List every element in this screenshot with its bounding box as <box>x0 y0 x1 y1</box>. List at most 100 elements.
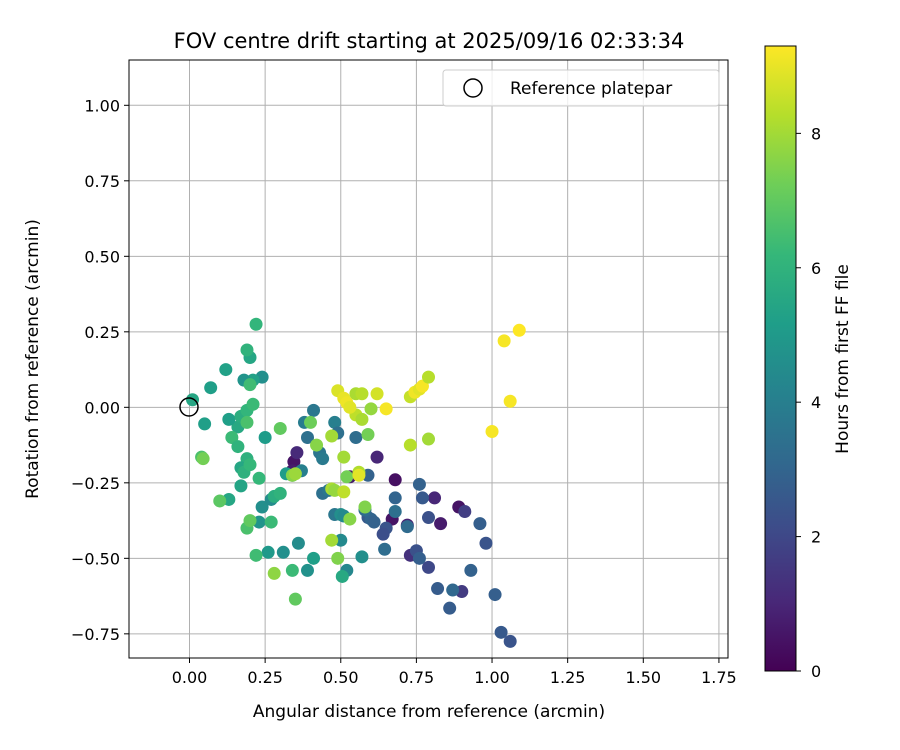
scatter-point <box>196 452 210 466</box>
scatter-point <box>479 536 493 550</box>
scatter-point <box>349 431 363 445</box>
scatter-point <box>488 588 502 602</box>
scatter-point <box>222 412 236 426</box>
x-tick-label: 0.50 <box>323 668 359 687</box>
scatter-point <box>310 438 324 452</box>
scatter-point <box>285 563 299 577</box>
x-tick-label: 1.25 <box>550 668 586 687</box>
plot-frame <box>128 59 729 659</box>
y-tick-label: 0.25 <box>84 323 120 342</box>
reference-platepar-marker <box>179 397 199 417</box>
scatter-point <box>388 491 402 505</box>
x-tick-label: 0.25 <box>247 668 283 687</box>
scatter-point <box>304 415 318 429</box>
scatter-point <box>264 515 278 529</box>
scatter-point <box>379 402 393 416</box>
colorbar-tick-label: 2 <box>811 528 821 547</box>
scatter-point <box>240 343 254 357</box>
scatter-point <box>370 387 384 401</box>
scatter-point <box>252 471 266 485</box>
y-tick-label: 0.50 <box>84 247 120 266</box>
scatter-point <box>307 551 321 565</box>
scatter-point <box>367 515 381 529</box>
scatter-point <box>361 428 375 442</box>
scatter-point <box>249 317 263 331</box>
scatter-point <box>464 563 478 577</box>
scatter-point <box>255 500 269 514</box>
colorbar-tick-label: 0 <box>811 662 821 681</box>
scatter-point <box>503 394 517 408</box>
scatter-point <box>434 517 448 531</box>
scatter-point <box>334 533 348 547</box>
y-tick-label: −0.75 <box>71 625 120 644</box>
scatter-point <box>400 520 414 534</box>
chart-title: FOV centre drift starting at 2025/09/16 … <box>174 29 685 53</box>
scatter-point <box>288 467 302 481</box>
scatter-point <box>422 432 435 446</box>
colorbar-tick-label: 6 <box>811 259 821 278</box>
scatter-point <box>307 403 321 417</box>
scatter-point <box>331 551 345 565</box>
x-axis-label: Angular distance from reference (arcmin) <box>253 702 605 722</box>
scatter-point <box>473 517 487 531</box>
scatter-point <box>243 458 257 472</box>
colorbar-tick-label: 4 <box>811 393 821 412</box>
colorbar-label: Hours from first FF file <box>833 264 853 454</box>
scatter-point <box>355 412 369 426</box>
scatter-point <box>355 387 369 401</box>
scatter-point <box>291 536 305 550</box>
scatter-point <box>337 485 351 499</box>
y-tick-label: 1.00 <box>84 96 120 115</box>
scatter-point <box>431 582 445 596</box>
x-tick-label: 1.50 <box>625 668 661 687</box>
x-tick-label: 1.00 <box>474 668 510 687</box>
scatter-points <box>186 317 526 648</box>
scatter-point <box>186 393 200 407</box>
scatter-point <box>204 381 218 395</box>
scatter-point <box>300 431 314 445</box>
scatter-point <box>288 592 302 606</box>
scatter-point <box>267 566 281 580</box>
scatter-point <box>428 491 442 505</box>
y-tick-label: −0.50 <box>71 549 120 568</box>
scatter-point <box>403 438 417 452</box>
colorbar-tick-label: 8 <box>811 124 821 143</box>
colorbar-frame <box>764 45 797 672</box>
scatter-point <box>258 431 272 445</box>
scatter-point <box>234 479 248 493</box>
scatter-point <box>219 363 233 377</box>
scatter-point <box>422 511 435 525</box>
scatter-point <box>412 477 426 491</box>
x-tick-label: 1.75 <box>701 668 737 687</box>
scatter-point <box>343 400 357 414</box>
x-tick-label: 0.75 <box>399 668 435 687</box>
scatter-point <box>231 440 245 454</box>
scatter-point <box>388 505 402 519</box>
scatter-point <box>243 514 257 528</box>
scatter-point <box>497 334 511 348</box>
scatter-point <box>213 494 227 508</box>
scatter-point <box>340 470 354 484</box>
y-axis-ticks: −0.75 −0.50 −0.25 0.00 0.25 0.50 0.75 1.00 <box>71 96 129 644</box>
scatter-point <box>273 486 287 500</box>
scatter-point <box>243 378 257 392</box>
scatter-point <box>246 397 260 411</box>
scatter-point <box>358 500 372 514</box>
grid <box>129 60 728 658</box>
scatter-point <box>343 512 357 526</box>
scatter-point <box>273 421 287 435</box>
scatter-point <box>261 545 275 559</box>
scatter-point <box>370 450 384 464</box>
scatter-point <box>352 468 366 482</box>
x-axis-ticks: 0.00 0.25 0.50 0.75 1.00 1.25 1.50 1.75 <box>172 658 737 687</box>
scatter-point <box>198 417 212 431</box>
scatter-point <box>494 625 508 639</box>
scatter-point <box>337 450 351 464</box>
colorbar: 0 2 4 6 8 Hours from first FF file <box>764 45 853 681</box>
x-tick-label: 0.00 <box>172 668 208 687</box>
scatter-point <box>335 569 349 583</box>
scatter-point <box>325 429 339 443</box>
scatter-point <box>412 551 426 565</box>
y-tick-label: 0.00 <box>84 398 120 417</box>
